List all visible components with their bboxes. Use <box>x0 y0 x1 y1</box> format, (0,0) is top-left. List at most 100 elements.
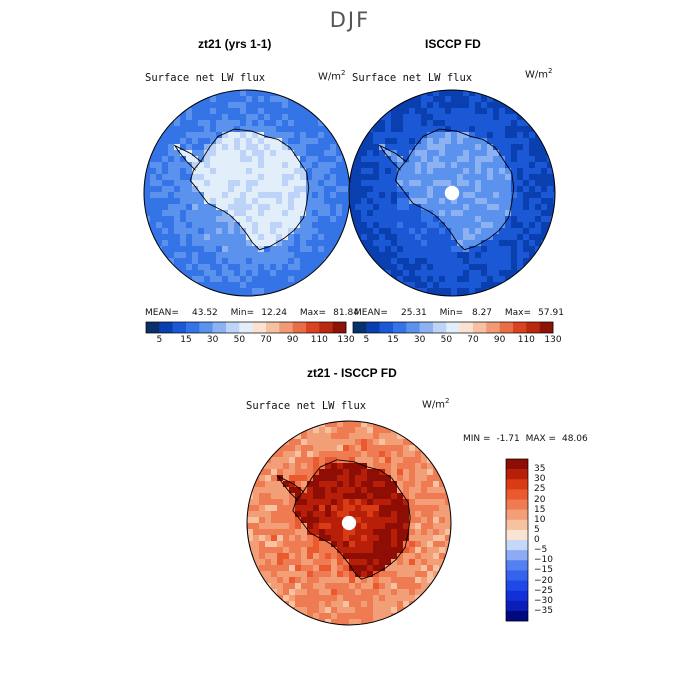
map-cell <box>511 114 518 121</box>
map-cell <box>493 264 500 271</box>
map-cell <box>342 162 349 169</box>
map-cell <box>403 595 410 602</box>
map-cell <box>319 577 326 584</box>
map-cell <box>150 198 157 205</box>
map-cell <box>505 210 512 217</box>
map-cell <box>451 108 458 115</box>
map-cell <box>301 535 308 542</box>
map-cell <box>174 216 181 223</box>
panel1-colorbar-swatch <box>319 322 333 333</box>
map-cell <box>535 180 542 187</box>
map-cell <box>234 120 241 127</box>
map-cell <box>324 186 331 193</box>
map-cell <box>379 541 386 548</box>
map-cell <box>264 144 271 151</box>
map-cell <box>210 264 217 271</box>
map-cell <box>336 150 343 157</box>
map-cell <box>379 553 386 560</box>
map-cell <box>294 186 301 193</box>
map-cell <box>252 210 259 217</box>
map-cell <box>265 505 272 512</box>
map-cell <box>144 174 151 181</box>
map-cell <box>300 198 307 205</box>
map-cell <box>349 457 356 464</box>
map-cell <box>457 174 464 181</box>
map-cell <box>415 511 422 518</box>
panel1-units: W/m2 <box>318 69 346 83</box>
map-cell <box>385 553 392 560</box>
map-cell <box>505 222 512 229</box>
map-cell <box>343 499 350 506</box>
map-cell <box>180 210 187 217</box>
map-cell <box>409 156 416 163</box>
map-cell <box>379 517 386 524</box>
map-cell <box>277 535 284 542</box>
map-cell <box>511 186 518 193</box>
map-cell <box>271 499 278 506</box>
map-cell <box>367 198 374 205</box>
panel1-colorbar-swatch <box>332 322 347 333</box>
map-cell <box>198 276 205 283</box>
map-cell <box>421 571 428 578</box>
map-cell <box>150 204 157 211</box>
map-cell <box>391 132 398 139</box>
map-cell <box>439 523 446 530</box>
map-cell <box>246 198 253 205</box>
map-cell <box>523 138 530 145</box>
map-cell <box>385 529 392 536</box>
panel3-colorbar-tick-label: 25 <box>534 484 546 495</box>
map-cell <box>469 168 476 175</box>
map-cell <box>517 156 524 163</box>
map-cell <box>475 138 482 145</box>
map-cell <box>276 246 283 253</box>
panel2-mean-label: MEAN= <box>354 308 388 318</box>
map-cell <box>541 210 548 217</box>
map-cell <box>283 529 290 536</box>
map-cell <box>523 228 530 235</box>
map-cell <box>445 96 452 103</box>
map-cell <box>493 198 500 205</box>
map-cell <box>192 168 199 175</box>
map-cell <box>276 240 283 247</box>
map-cell <box>282 246 289 253</box>
map-cell <box>403 168 410 175</box>
map-cell <box>367 451 374 458</box>
map-cell <box>397 198 404 205</box>
map-cell <box>283 553 290 560</box>
map-cell <box>433 565 440 572</box>
map-cell <box>391 469 398 476</box>
map-cell <box>469 270 476 277</box>
map-cell <box>535 162 542 169</box>
map-cell <box>240 252 247 259</box>
map-cell <box>373 246 380 253</box>
map-cell <box>318 198 325 205</box>
map-cell <box>367 595 374 602</box>
map-cell <box>367 421 374 428</box>
map-cell <box>535 204 542 211</box>
map-cell <box>253 529 260 536</box>
panel1-mean-label: MEAN= <box>145 308 179 318</box>
map-cell <box>439 210 446 217</box>
map-cell <box>258 270 265 277</box>
map-cell <box>180 126 187 133</box>
map-cell <box>367 529 374 536</box>
map-cell <box>270 258 277 265</box>
map-cell <box>186 114 193 121</box>
map-cell <box>403 102 410 109</box>
map-cell <box>270 132 277 139</box>
map-cell <box>469 282 476 289</box>
map-cell <box>228 276 235 283</box>
map-cell <box>445 258 452 265</box>
map-cell <box>427 282 434 289</box>
map-cell <box>204 126 211 133</box>
map-cell <box>349 451 356 458</box>
map-cell <box>469 144 476 151</box>
map-cell <box>222 288 229 295</box>
map-cell <box>361 517 368 524</box>
map-cell <box>324 192 331 199</box>
map-cell <box>481 132 488 139</box>
map-cell <box>427 475 434 482</box>
map-cell <box>409 270 416 277</box>
map-cell <box>403 240 410 247</box>
map-cell <box>324 204 331 211</box>
